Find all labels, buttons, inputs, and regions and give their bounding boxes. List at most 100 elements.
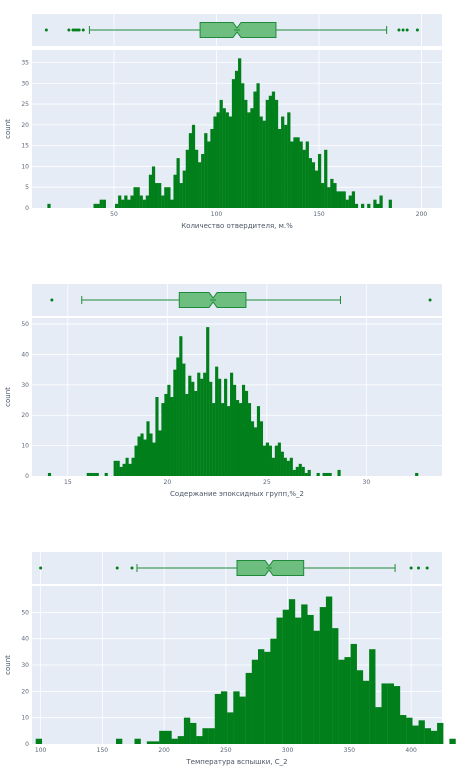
histogram-bar xyxy=(151,166,156,208)
histogram-bar xyxy=(311,162,316,208)
histogram-bar xyxy=(256,406,261,476)
histogram-bar xyxy=(148,174,153,208)
histogram-bar xyxy=(170,199,174,208)
histogram-bar xyxy=(418,720,425,744)
panel-hardener-amount: 50 100 150 200 0 5 10 15 20 25 30 35 Количество от… xyxy=(4,14,442,230)
x-axis-ticks: 15 20 25 30 xyxy=(64,479,370,486)
histogram-bar xyxy=(143,439,147,476)
histogram-bar xyxy=(296,137,300,208)
histogram-bar xyxy=(230,372,234,476)
histogram-bar xyxy=(325,472,329,476)
histogram-bar xyxy=(191,124,196,208)
histogram-bar xyxy=(339,191,343,208)
histogram-bar xyxy=(247,112,251,208)
histogram-bar xyxy=(327,187,331,208)
histogram-bar xyxy=(317,153,322,208)
histogram-bar xyxy=(301,604,308,744)
histogram-bar xyxy=(182,170,186,208)
histogram-bar xyxy=(278,129,282,208)
histogram-bar xyxy=(231,79,236,209)
outlier-point xyxy=(44,28,48,32)
histogram-bar xyxy=(316,472,320,476)
histogram-bar xyxy=(424,728,432,744)
histogram-bar xyxy=(115,738,123,744)
y-tick-label: 50 xyxy=(21,609,29,616)
histogram-bar xyxy=(165,730,172,744)
outlier-point xyxy=(71,28,75,32)
histogram-bar xyxy=(194,149,199,208)
histogram-bar xyxy=(286,460,290,476)
y-tick-label: 30 xyxy=(21,80,29,87)
panel-epoxy-groups: 15 20 25 30 0 10 20 30 40 50 Содержание эпоксидн… xyxy=(4,284,442,498)
histogram-bars xyxy=(47,58,392,209)
histogram-bar xyxy=(183,717,191,744)
histogram-bar xyxy=(227,712,234,744)
histogram-bar xyxy=(86,472,90,476)
histogram-bar xyxy=(182,363,186,476)
histogram-bar xyxy=(268,445,272,476)
histogram-bar xyxy=(307,469,311,476)
histogram-bar xyxy=(139,195,143,208)
y-tick-label: 10 xyxy=(21,715,29,722)
histogram-bar xyxy=(185,393,189,476)
histogram-bar xyxy=(298,463,302,476)
histogram-bar xyxy=(284,124,288,208)
histogram-bar xyxy=(262,445,267,476)
histogram-bar xyxy=(155,183,159,208)
y-tick-label: 25 xyxy=(21,101,29,108)
histogram-bar xyxy=(276,617,283,744)
histogram-bar xyxy=(159,730,166,744)
outlier-point xyxy=(50,298,54,302)
y-tick-label: 0 xyxy=(25,473,29,480)
x-tick-label: 20 xyxy=(164,479,172,486)
histogram-bar xyxy=(222,108,226,208)
histogram-bar xyxy=(47,472,52,476)
y-tick-label: 40 xyxy=(21,636,29,643)
y-tick-label: 20 xyxy=(21,688,29,695)
x-tick-label: 150 xyxy=(313,211,325,218)
y-tick-label: 35 xyxy=(21,59,29,66)
histogram-bar xyxy=(233,691,240,744)
histogram-bar xyxy=(89,472,93,476)
histogram-bar xyxy=(259,421,264,476)
y-axis-title: count xyxy=(4,655,12,675)
y-tick-label: 0 xyxy=(25,741,29,748)
histogram-bar xyxy=(119,466,123,476)
histogram-bar xyxy=(170,397,174,476)
histogram-bar xyxy=(337,469,341,476)
histogram-bar xyxy=(161,403,165,476)
y-tick-label: 30 xyxy=(21,382,29,389)
histogram-bar xyxy=(293,137,297,208)
histogram-bar xyxy=(299,141,303,208)
histogram-bar xyxy=(348,195,352,208)
histogram-bar xyxy=(210,129,214,208)
histogram-bar xyxy=(238,403,243,476)
x-tick-label: 15 xyxy=(64,479,72,486)
outlier-point xyxy=(77,28,81,32)
outlier-point xyxy=(75,28,79,32)
y-tick-label: 40 xyxy=(21,351,29,358)
histogram-bar xyxy=(274,99,279,208)
histogram-bar xyxy=(203,372,207,476)
y-axis-ticks: 0 10 20 30 40 50 xyxy=(21,609,29,748)
histogram-bar xyxy=(176,158,180,208)
histogram-bar xyxy=(344,657,351,744)
histogram-bar xyxy=(375,707,382,744)
x-axis-ticks: 50 100 150 200 xyxy=(110,211,427,218)
x-tick-label: 30 xyxy=(363,479,371,486)
histogram-bar xyxy=(233,384,237,476)
histogram-bar xyxy=(265,442,269,476)
histogram-bar xyxy=(356,670,364,744)
histogram-bar xyxy=(437,722,444,744)
histogram-bar xyxy=(145,195,149,208)
histogram-bar xyxy=(241,83,245,208)
x-tick-label: 200 xyxy=(158,747,170,754)
histogram-bar xyxy=(361,203,365,208)
histogram-bar xyxy=(253,427,258,476)
histogram-bar xyxy=(271,91,276,208)
histogram-bar xyxy=(115,203,119,208)
histogram-bar xyxy=(280,451,284,476)
histogram-bar xyxy=(393,686,401,744)
histogram-bar xyxy=(161,195,165,208)
